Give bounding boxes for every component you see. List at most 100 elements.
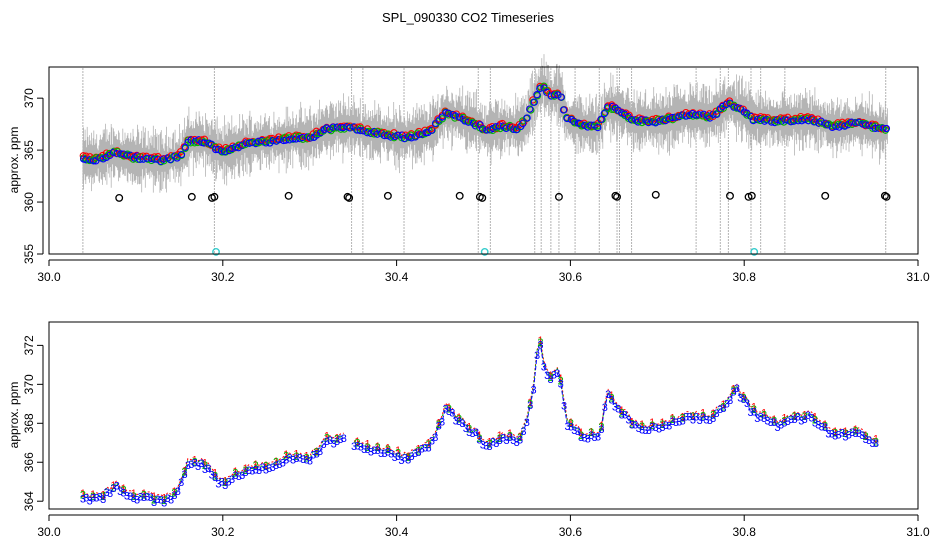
series3-marker-label: 3 [632, 420, 638, 432]
series3-marker-label: 3 [331, 439, 337, 451]
series3-marker-label: 3 [866, 435, 872, 447]
series3-point [861, 121, 870, 129]
series3-marker-label: 3 [649, 422, 655, 434]
series2-line [82, 340, 877, 501]
series2-marker-label: 2 [497, 433, 503, 445]
series1-marker-label: 1 [80, 488, 86, 500]
series1-marker-label: 1 [415, 444, 421, 456]
series3-marker-label: 3 [822, 422, 828, 434]
series2-marker-label: 2 [659, 419, 665, 431]
top-panel: 30.0 30.2 30.4 30.6 30.8 31.0 355 360 365 370 app… [7, 54, 930, 284]
series3-marker-label: 3 [852, 428, 858, 440]
series3-point [461, 117, 469, 125]
series2-point [251, 138, 259, 146]
series2-marker-label: 2 [771, 416, 777, 428]
series3-marker-label: 3 [236, 471, 242, 483]
series2-marker-label: 2 [365, 442, 371, 454]
series2-marker-label: 2 [730, 385, 736, 397]
series3-marker-label: 3 [564, 421, 570, 433]
series1-marker-label: 1 [131, 488, 137, 500]
series1-marker-label: 1 [578, 427, 584, 439]
series1-marker-label: 1 [253, 459, 259, 471]
series3-marker-label: 3 [182, 469, 188, 481]
bottom-panel-x-tick-label: 31.0 [906, 525, 930, 539]
bottom-panel-x-tick-label: 30.2 [211, 525, 235, 539]
calibration-point [284, 191, 293, 200]
series3-marker-label: 3 [127, 491, 133, 503]
series1-marker-label: 1 [720, 399, 726, 411]
series2-marker-label: 2 [517, 432, 523, 444]
series3-point [560, 106, 568, 114]
series3-point [231, 143, 239, 151]
series2-marker-label: 2 [293, 451, 299, 463]
series3-point [557, 93, 565, 101]
series3-marker-label: 3 [154, 494, 160, 506]
series3-marker-label: 3 [615, 403, 621, 415]
series2-marker-label: 2 [720, 401, 726, 413]
series1-marker-label: 1 [202, 458, 208, 470]
series3-marker-label: 3 [500, 433, 506, 445]
series3-marker-label: 3 [195, 461, 201, 473]
series1-marker-label: 1 [690, 411, 696, 423]
series2-marker-label: 2 [802, 411, 808, 423]
series1-marker-label: 1 [476, 430, 482, 442]
series3-point [874, 124, 883, 132]
series2-marker-label: 2 [212, 470, 218, 482]
series3-marker-label: 3 [812, 418, 818, 430]
series1-marker-label: 1 [730, 384, 736, 396]
calibration-point [455, 191, 464, 200]
series3-marker-label: 3 [775, 422, 781, 434]
series3-marker-label: 3 [215, 479, 221, 491]
bottom-panel-x-tick-label: 30.4 [385, 525, 409, 539]
series2-point [571, 119, 579, 127]
series3-marker-label: 3 [449, 407, 455, 419]
series3-marker-label: 3 [629, 419, 635, 431]
series3-marker-label: 3 [754, 413, 760, 425]
series3-marker-label: 3 [229, 474, 235, 486]
series3-marker-label: 3 [517, 434, 523, 446]
series1-marker-label: 1 [110, 480, 116, 492]
series2-marker-label: 2 [263, 461, 269, 473]
series3-point [428, 126, 436, 134]
series3-marker-label: 3 [141, 492, 147, 504]
series2-marker-label: 2 [710, 409, 716, 421]
series1-marker-label: 1 [90, 489, 96, 501]
series2-marker-label: 2 [131, 491, 137, 503]
series2-marker-label: 2 [395, 448, 401, 460]
series3-marker-label: 3 [368, 447, 374, 459]
series3-point [363, 129, 371, 137]
series2-marker-label: 2 [598, 421, 604, 433]
series1-marker-label: 1 [324, 430, 330, 442]
series1-marker-label: 1 [852, 424, 858, 436]
series3-marker-label: 3 [490, 436, 496, 448]
series3-point [519, 119, 527, 128]
series3-marker-label: 3 [849, 427, 855, 439]
bottom-panel-x-tick-label: 30.6 [559, 525, 583, 539]
series3-marker-label: 3 [114, 480, 120, 492]
series2-marker-label: 2 [558, 376, 564, 388]
series3-marker-label: 3 [554, 368, 560, 380]
series3-marker-label: 3 [205, 463, 211, 475]
series3-point [451, 112, 459, 120]
series3-marker-label: 3 [151, 497, 157, 509]
series1-marker-label: 1 [446, 402, 452, 414]
series3-marker-label: 3 [436, 421, 442, 433]
series1-marker-label: 1 [598, 421, 604, 433]
series1-marker-label: 1 [761, 407, 767, 419]
series1-marker-label: 1 [243, 463, 249, 475]
series3-point [400, 134, 408, 143]
series3-point [471, 122, 480, 130]
series1-marker-label: 1 [304, 450, 310, 462]
series3-marker-label: 3 [680, 416, 686, 428]
series3-line [82, 344, 876, 504]
series3-marker-label: 3 [842, 432, 848, 444]
series3-marker-label: 3 [463, 423, 469, 435]
series2-marker-label: 2 [415, 445, 421, 457]
top-panel-y-tick-label: 355 [22, 244, 36, 264]
series3-marker-label: 3 [846, 429, 852, 441]
series3-point [356, 126, 364, 135]
series2-marker-label: 2 [121, 484, 127, 496]
series3-marker-label: 3 [595, 432, 601, 444]
series3-marker-label: 3 [768, 417, 774, 429]
